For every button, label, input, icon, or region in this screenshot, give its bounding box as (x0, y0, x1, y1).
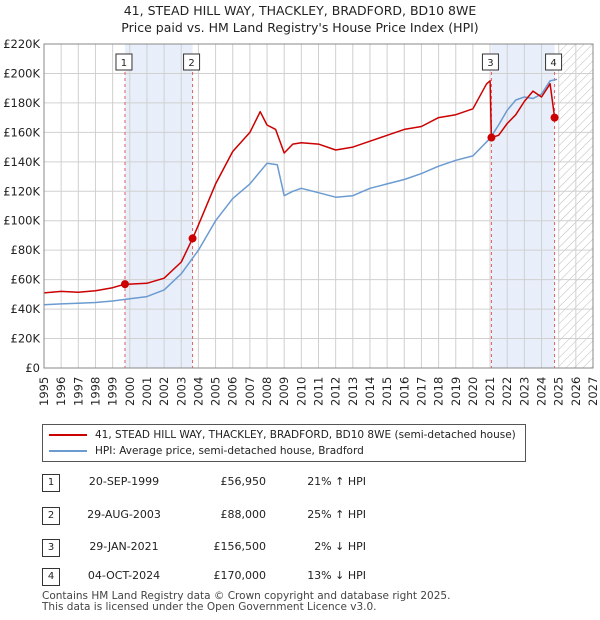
x-tick-label: 2024 (535, 377, 549, 406)
tx-price: £56,950 (220, 475, 267, 488)
x-tick-label: 2026 (569, 377, 583, 406)
footer-attribution: Contains HM Land Registry data © Crown c… (42, 591, 450, 613)
legend-label-property: 41, STEAD HILL WAY, THACKLEY, BRADFORD, … (95, 429, 516, 441)
table-row: 2 29-AUG-2003 £88,000 25% ↑ HPI (42, 507, 442, 529)
sale-point (487, 133, 496, 142)
table-row: 3 29-JAN-2021 £156,500 2% ↓ HPI (42, 539, 442, 561)
title-line-1: 41, STEAD HILL WAY, THACKLEY, BRADFORD, … (123, 3, 477, 18)
x-tick-label: 2006 (226, 377, 240, 406)
x-tick-label: 2011 (312, 377, 326, 406)
tx-price: £170,000 (213, 569, 267, 582)
sale-label-box (183, 53, 201, 71)
x-tick-label: 1997 (71, 377, 85, 406)
sale-point (188, 234, 197, 243)
footer-line-1: Contains HM Land Registry data © Crown c… (42, 590, 451, 602)
tx-hpi-diff: 2% ↓ HPI (314, 540, 366, 553)
x-tick-label: 2002 (157, 377, 171, 406)
legend-swatch-hpi (49, 450, 87, 452)
x-tick-label: 2016 (397, 377, 411, 406)
title-line-2: Price paid vs. HM Land Registry's House … (121, 20, 479, 35)
sale-label: 1 (121, 58, 127, 69)
x-tick-label: 2027 (586, 377, 600, 406)
x-tick-label: 2020 (466, 377, 480, 406)
legend-label-hpi: HPI: Average price, semi-detached house,… (95, 445, 364, 457)
sale-label: 4 (550, 58, 556, 69)
y-tick-label: £40K (11, 302, 41, 316)
series-line-property (43, 80, 557, 294)
tx-hpi-diff: 13% ↓ HPI (307, 569, 366, 582)
tx-date: 20-SEP-1999 (88, 475, 160, 488)
x-tick-label: 1995 (37, 377, 51, 406)
x-tick-label: 1998 (88, 377, 102, 406)
sale-label: 3 (487, 58, 493, 69)
y-tick-label: £60K (11, 273, 41, 287)
x-tick-label: 2015 (380, 377, 394, 406)
sale-label: 2 (188, 58, 194, 69)
chart-title: 41, STEAD HILL WAY, THACKLEY, BRADFORD, … (0, 2, 600, 36)
x-tick-label: 2014 (363, 377, 377, 406)
y-tick-label: £140K (3, 155, 40, 169)
tx-hpi-diff: 25% ↑ HPI (307, 508, 366, 521)
sale-point (120, 280, 129, 289)
tx-number-badge: 2 (42, 507, 60, 525)
tx-date: 04-OCT-2024 (87, 569, 161, 582)
y-tick-label: £0 (25, 361, 40, 375)
y-tick-label: £20K (11, 332, 41, 346)
x-tick-label: 2017 (414, 377, 428, 406)
legend: 41, STEAD HILL WAY, THACKLEY, BRADFORD, … (42, 424, 526, 462)
legend-item-property: 41, STEAD HILL WAY, THACKLEY, BRADFORD, … (49, 427, 516, 443)
y-tick-label: £160K (3, 125, 40, 139)
x-tick-label: 2025 (552, 377, 566, 406)
series-line-hpi (43, 78, 558, 306)
x-tick-label: 2000 (123, 377, 137, 406)
legend-swatch-property (49, 434, 87, 436)
tx-hpi-diff: 21% ↑ HPI (307, 475, 366, 488)
x-tick-label: 2003 (174, 377, 188, 406)
x-tick-label: 1999 (106, 377, 120, 406)
x-tick-label: 2013 (346, 377, 360, 406)
tx-number-badge: 3 (42, 539, 60, 557)
x-tick-label: 2010 (294, 377, 308, 406)
x-tick-label: 2001 (140, 377, 154, 406)
sale-label-box (545, 53, 563, 71)
x-tick-label: 2022 (500, 377, 514, 406)
x-tick-label: 2009 (277, 377, 291, 406)
plot-frame (43, 43, 594, 369)
sale-point (550, 113, 559, 122)
tx-number-badge: 1 (42, 474, 60, 492)
footer-line-2: This data is licensed under the Open Gov… (42, 601, 377, 613)
x-tick-label: 2021 (483, 377, 497, 406)
y-tick-label: £80K (11, 243, 41, 257)
x-tick-label: 2004 (191, 377, 205, 406)
y-tick-label: £220K (3, 37, 40, 51)
x-tick-label: 2019 (449, 377, 463, 406)
shaded-range (124, 44, 193, 368)
y-tick-label: £100K (3, 214, 40, 228)
price-chart: 1 2 3 4 £0 £20K £40K £60K £80K £100K £120K £140K £1… (3, 37, 600, 406)
tx-price: £88,000 (220, 508, 267, 521)
x-tick-label: 2008 (260, 377, 274, 406)
sale-label-box (481, 53, 499, 71)
x-tick-label: 2018 (432, 377, 446, 406)
tx-price: £156,500 (213, 540, 267, 553)
x-tick-label: 1996 (54, 377, 68, 406)
y-tick-label: £200K (3, 66, 40, 80)
legend-item-hpi: HPI: Average price, semi-detached house,… (49, 443, 364, 459)
x-tick-label: 2023 (517, 377, 531, 406)
tx-date: 29-JAN-2021 (89, 540, 159, 553)
x-tick-label: 2007 (243, 377, 257, 406)
tx-number-badge: 4 (42, 568, 60, 586)
table-row: 4 04-OCT-2024 £170,000 13% ↓ HPI (42, 568, 442, 590)
tx-date: 29-AUG-2003 (87, 508, 161, 521)
x-tick-label: 2005 (209, 377, 223, 406)
y-tick-label: £120K (3, 184, 40, 198)
x-tick-label: 2012 (329, 377, 343, 406)
y-tick-label: £180K (3, 96, 40, 110)
table-row: 1 20-SEP-1999 £56,950 21% ↑ HPI (42, 474, 442, 496)
sale-label-box (115, 53, 133, 71)
